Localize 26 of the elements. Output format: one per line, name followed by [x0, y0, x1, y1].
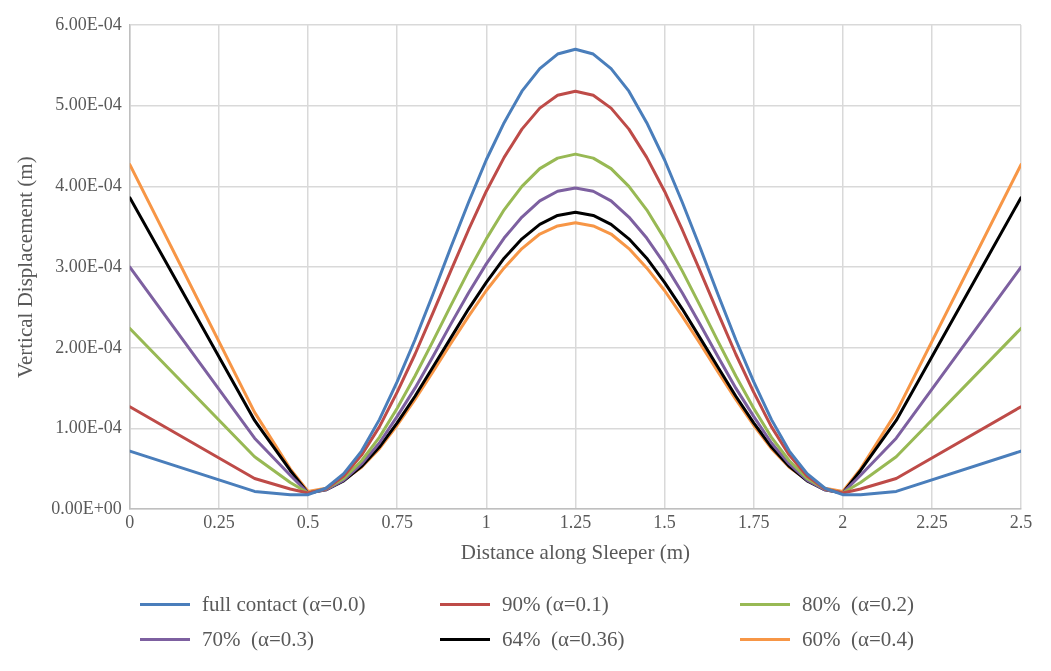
y-tick-label: 4.00E-04 [55, 175, 122, 196]
legend-label: 64% (α=0.36) [502, 627, 625, 652]
x-tick-label: 1.5 [653, 511, 676, 532]
x-tick-label: 0.75 [381, 511, 413, 532]
x-tick-label: 0 [125, 511, 135, 532]
legend-label: full contact (α=0.0) [202, 592, 366, 617]
y-axis-title: Vertical Displacement (m) [13, 156, 38, 378]
x-tick-label: 2 [838, 511, 848, 532]
x-tick-label: 1 [481, 511, 491, 532]
legend-label: 80% (α=0.2) [802, 592, 915, 617]
y-tick-label: 5.00E-04 [55, 94, 122, 115]
y-tick-label: 2.00E-04 [55, 336, 122, 357]
y-tick-label: 3.00E-04 [55, 255, 122, 276]
y-tick-label: 6.00E-04 [55, 13, 122, 34]
x-tick-label: 0.25 [203, 511, 235, 532]
y-tick-label: 1.00E-04 [55, 417, 122, 438]
x-tick-label: 2.5 [1009, 511, 1033, 532]
legend-label: 60% (α=0.4) [802, 627, 915, 652]
x-tick-label: 1.75 [737, 511, 770, 532]
legend-label: 70% (α=0.3) [202, 627, 315, 652]
x-tick-label: 2.25 [916, 511, 948, 532]
x-axis-title: Distance along Sleeper (m) [460, 539, 691, 564]
x-tick-label: 1.25 [559, 511, 592, 532]
legend-label: 90% (α=0.1) [502, 592, 609, 617]
y-tick-label: 0.00E+00 [51, 497, 122, 518]
x-tick-label: 0.5 [296, 511, 320, 532]
